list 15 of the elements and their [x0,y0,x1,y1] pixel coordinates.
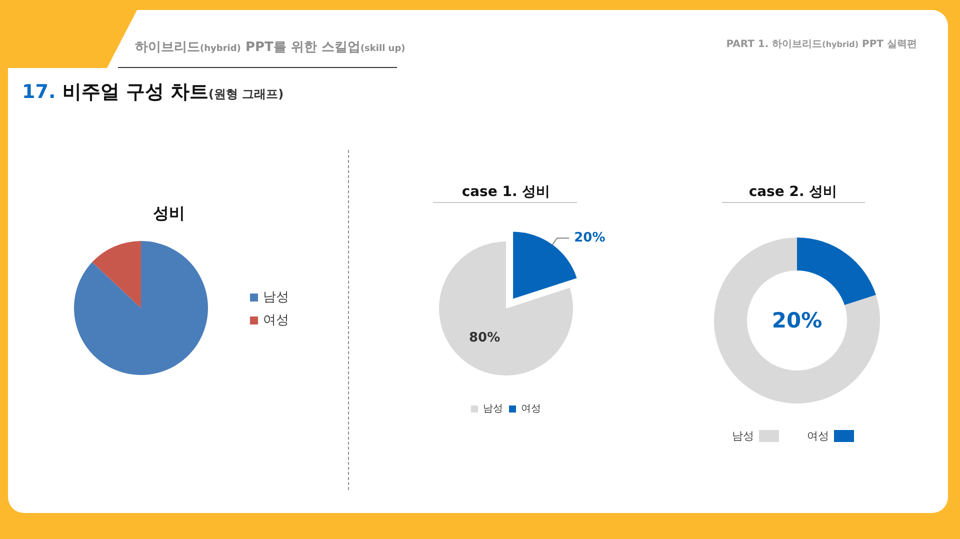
legend-label: 여성 [521,404,541,414]
data-label: 20% [574,230,606,246]
legend-label: 여성 [263,313,289,328]
chart-title: 성비 [153,204,185,222]
legend-label: 남성 [263,290,289,305]
legend-label: 여성 [807,430,829,442]
chart-title: case 1. 성비 [462,184,550,200]
data-label: 80% [468,330,500,346]
text: 하이브리드(hybrid) PPT를 위한 스킬업(skill up) [135,40,406,55]
data-label: 20% [772,308,822,332]
legend-label: 남성 [483,404,503,414]
legend-label: 남성 [732,430,754,442]
text: PART 1. 하이브리드(hybrid) PPT 실력편 [726,39,917,50]
chart-title: case 2. 성비 [748,184,838,200]
text: 17. 비주얼 구성 차트(원형 그래프) [22,81,284,103]
